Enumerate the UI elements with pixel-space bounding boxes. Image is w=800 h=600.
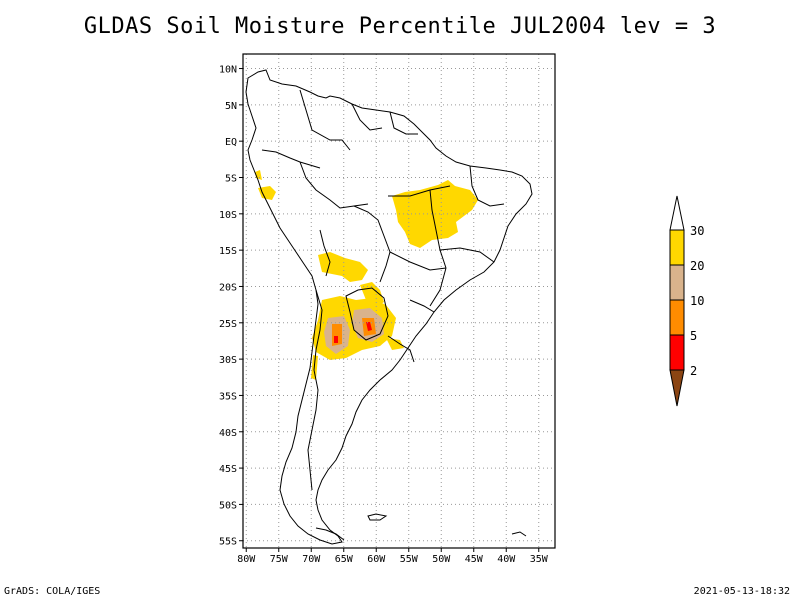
lat-tick-label: 25S xyxy=(219,319,237,330)
colorbar-label-5: 5 xyxy=(690,329,697,343)
colorbar-bottom-triangle xyxy=(669,369,685,407)
footer-timestamp: 2021-05-13-18:32 xyxy=(693,586,790,597)
tierra-del-fuego xyxy=(315,527,345,541)
lat-tick-label: 30S xyxy=(219,355,237,366)
lat-tick-label: 5S xyxy=(225,174,237,185)
lat-tick-label: 35S xyxy=(219,391,237,402)
lon-tick-label: 70W xyxy=(302,554,321,565)
footer-credit: GrADS: COLA/IGES xyxy=(4,586,101,597)
border-brazil-states-7 xyxy=(409,299,435,313)
shade-red-a xyxy=(334,336,338,343)
border-peru-brazil xyxy=(299,161,369,209)
coastline xyxy=(245,69,533,545)
lon-tick-label: 65W xyxy=(335,554,354,565)
colorbar-label-10: 10 xyxy=(690,294,704,308)
colorbar-box-20 xyxy=(669,264,685,301)
lat-tick-label: 55S xyxy=(219,537,237,548)
lat-tick-label: 5N xyxy=(225,101,237,112)
border-colombia-peru-ecuador xyxy=(261,149,321,169)
border-brazil-states-4 xyxy=(429,267,447,307)
lon-tick-label: 40W xyxy=(497,554,516,565)
lon-tick-label: 50W xyxy=(432,554,451,565)
colorbar-box-5 xyxy=(669,334,685,371)
colorbar: 30 20 10 5 2 xyxy=(669,195,704,407)
lat-tick-label: EQ xyxy=(225,137,237,148)
border-chile-argentina xyxy=(307,289,323,491)
lon-tick-label: 55W xyxy=(400,554,419,565)
colorbar-box-10 xyxy=(669,299,685,336)
border-brazil-states-2 xyxy=(429,189,447,269)
border-peru-bolivia xyxy=(319,229,331,277)
lat-tick-label: 10N xyxy=(219,65,237,76)
lat-tick-label: 15S xyxy=(219,246,237,257)
border-brazil-states-3 xyxy=(439,247,495,263)
colorbar-box-30 xyxy=(669,229,685,266)
falklands xyxy=(367,513,388,521)
colorbar-top-triangle xyxy=(669,195,685,231)
border-paraguay xyxy=(345,287,389,341)
grid-lines: 80W 75W 70W 65W 60W 55W 50W 45W 40W 35W 10N 5N EQ 5S 1… xyxy=(219,53,556,565)
colorbar-label-20: 20 xyxy=(690,259,704,273)
border-brazil-states-1 xyxy=(388,185,451,197)
lon-tick-label: 45W xyxy=(465,554,484,565)
lat-tick-label: 10S xyxy=(219,210,237,221)
shade-yellow-central xyxy=(318,252,368,282)
colorbar-label-2: 2 xyxy=(690,364,697,378)
lon-tick-label: 80W xyxy=(237,554,256,565)
lon-tick-label: 60W xyxy=(367,554,386,565)
south-america-outline xyxy=(245,69,533,545)
lat-tick-label: 50S xyxy=(219,500,237,511)
map-frame xyxy=(242,53,556,549)
border-guianas xyxy=(389,111,418,135)
shade-yellow-north-coast xyxy=(258,186,276,200)
border-colombia-venezuela xyxy=(299,89,351,151)
lat-tick-label: 20S xyxy=(219,282,237,293)
lat-tick-label: 40S xyxy=(219,428,237,439)
border-venezuela-guyana xyxy=(351,103,383,131)
south-georgia xyxy=(511,531,527,537)
shade-yellow-coast-strip xyxy=(386,338,404,350)
map-title: GLDAS Soil Moisture Percentile JUL2004 l… xyxy=(83,14,717,39)
colorbar-label-30: 30 xyxy=(690,224,704,238)
border-brazil-states-6 xyxy=(469,165,505,207)
border-argentina-uruguay-brazil xyxy=(387,335,415,363)
border-bolivia-brazil xyxy=(353,205,391,283)
lon-tick-label: 75W xyxy=(270,554,289,565)
shade-red-b xyxy=(366,322,372,331)
border-brazil-states-5 xyxy=(389,251,447,271)
lon-tick-label: 35W xyxy=(530,554,549,565)
lat-tick-label: 45S xyxy=(219,464,237,475)
